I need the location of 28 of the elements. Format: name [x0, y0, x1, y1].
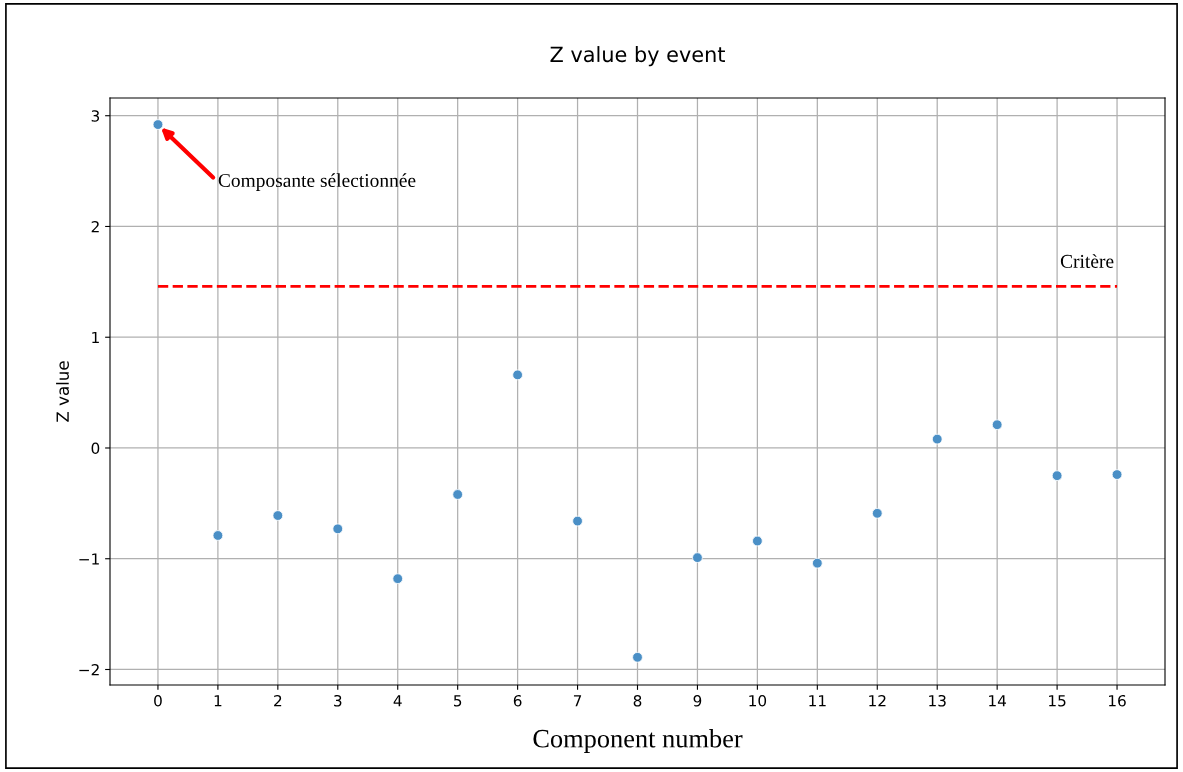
x-tick-label: 13: [929, 694, 946, 707]
x-tick-label: 8: [633, 694, 642, 707]
x-tick-label: 10: [749, 694, 767, 707]
ref-line-label: Critère: [1060, 254, 1114, 268]
y-tick-label: 2: [91, 220, 99, 233]
x-tick-label: 9: [693, 694, 702, 707]
y-tick-label: −1: [79, 553, 99, 565]
y-tick-label: 0: [91, 442, 100, 455]
x-tick-label: 11: [809, 695, 826, 707]
x-tick-label: 5: [453, 695, 462, 707]
y-axis-title: Z value: [56, 361, 69, 422]
x-tick-label: 4: [393, 695, 402, 707]
x-tick-label: 3: [334, 694, 342, 707]
x-tick-label: 1: [214, 695, 222, 707]
x-tick-label: 16: [1109, 694, 1126, 707]
annotation: Composante sélectionnée: [218, 173, 416, 191]
x-tick-label: 0: [154, 694, 162, 707]
x-axis-title: Component number: [533, 729, 743, 753]
x-tick-label: 7: [573, 695, 582, 707]
x-tick-label: 15: [1049, 695, 1066, 707]
x-tick-label: 14: [989, 695, 1007, 707]
y-tick-label: −2: [79, 663, 99, 676]
x-tick-label: 2: [274, 694, 282, 707]
y-tick-label: 1: [92, 331, 99, 344]
x-tick-label: 6: [513, 694, 522, 707]
y-tick-label: 3: [91, 110, 100, 122]
chart-title: Z value by event: [550, 46, 725, 67]
x-tick-label: 12: [869, 694, 886, 707]
